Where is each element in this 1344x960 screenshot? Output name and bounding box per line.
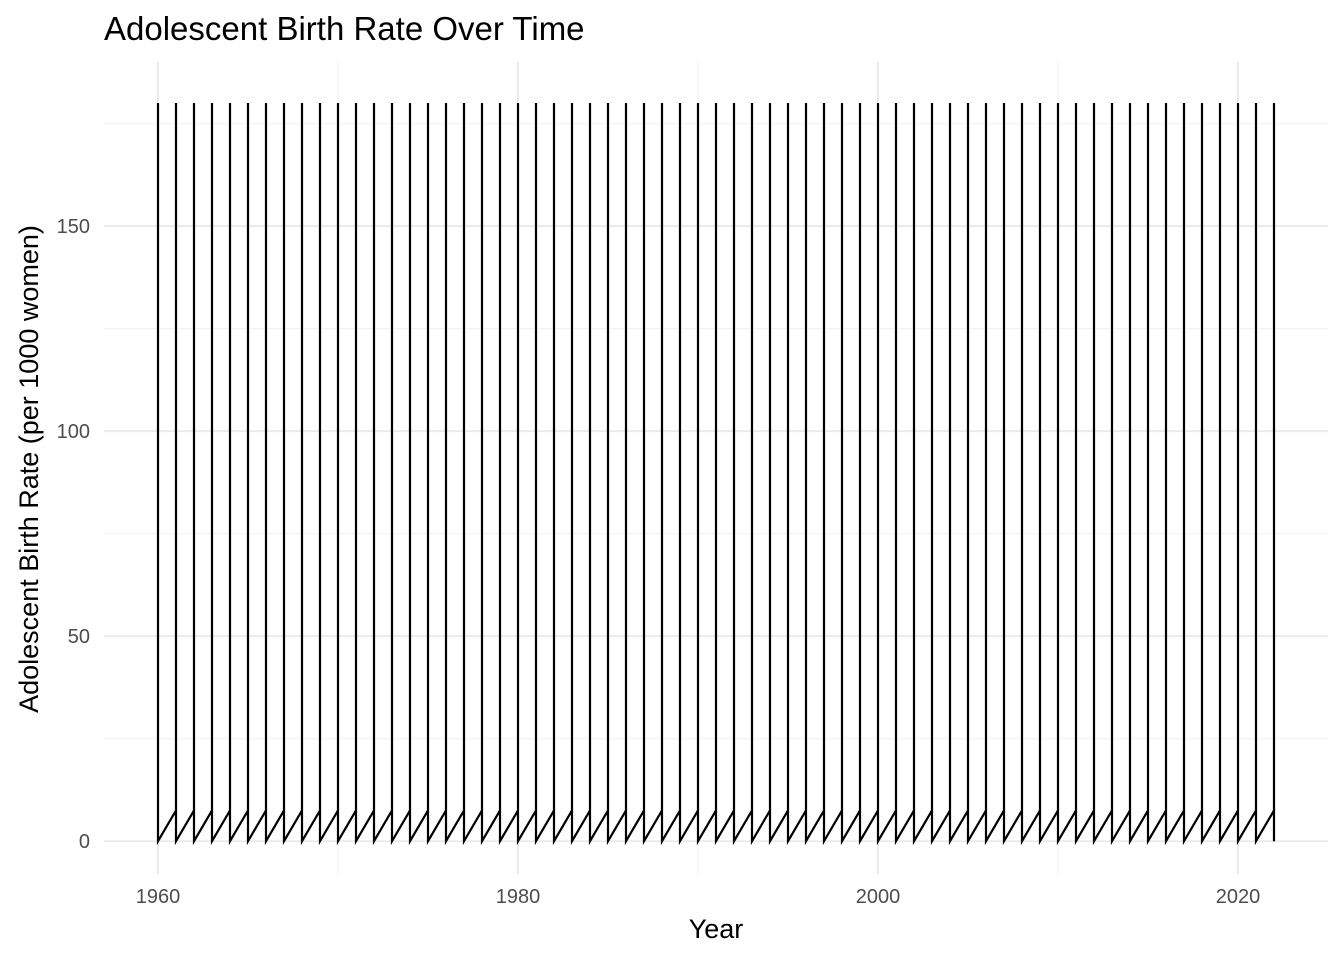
y-axis-title: Adolescent Birth Rate (per 1000 women) [14,225,44,713]
x-axis-title: Year [689,914,744,944]
y-tick-label: 50 [68,626,90,648]
y-axis-tick-labels: 0 50 100 150 [57,216,90,853]
y-tick-label: 150 [57,216,90,238]
x-tick-label: 2020 [1216,886,1261,908]
x-tick-label: 1980 [496,886,541,908]
x-axis-tick-labels: 1960 1980 2000 2020 [136,886,1261,908]
series-layer [156,103,1276,846]
x-tick-label: 1960 [136,886,181,908]
y-tick-label: 0 [79,831,90,853]
x-tick-label: 2000 [856,886,901,908]
y-tick-label: 100 [57,421,90,443]
chart-title: Adolescent Birth Rate Over Time [104,10,585,47]
series-line [156,103,1276,846]
